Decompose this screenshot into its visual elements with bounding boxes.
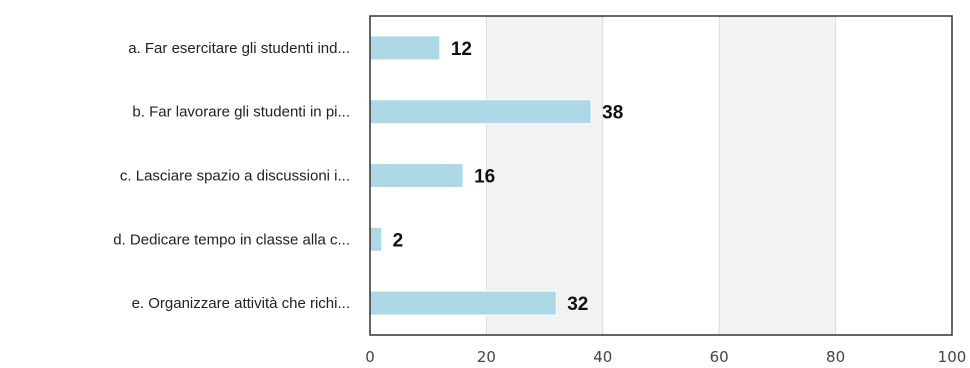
bar xyxy=(369,35,441,61)
value-label: 16 xyxy=(474,167,495,188)
plot-frame xyxy=(369,15,953,336)
category-label: a. Far esercitare gli studenti ind... xyxy=(128,40,350,57)
bar xyxy=(369,163,464,188)
category-label: e. Organizzare attività che richi... xyxy=(132,295,350,312)
x-tick-label: 20 xyxy=(477,348,496,366)
value-label: 38 xyxy=(602,103,623,124)
background-bands xyxy=(486,16,836,335)
category-label: c. Lasciare spazio a discussioni i... xyxy=(120,168,350,185)
x-tick-label: 40 xyxy=(593,348,612,366)
x-tick-label: 100 xyxy=(938,348,967,366)
background-band xyxy=(719,16,836,335)
bar xyxy=(369,99,592,125)
value-label: 32 xyxy=(567,294,588,315)
category-labels: a. Far esercitare gli studenti ind... b. … xyxy=(113,40,350,312)
x-tick-label: 80 xyxy=(826,348,845,366)
x-tick-labels: 0 20 40 60 80 100 xyxy=(365,348,966,366)
background-band xyxy=(486,16,603,335)
value-label: 12 xyxy=(451,39,472,60)
bar xyxy=(369,226,383,252)
bar xyxy=(369,290,557,316)
gridlines xyxy=(485,16,837,335)
bars xyxy=(369,35,592,316)
value-labels: 12 38 16 2 32 xyxy=(393,39,624,315)
category-label: d. Dedicare tempo in classe alla c... xyxy=(113,231,350,248)
category-label: b. Far lavorare gli studenti in pi... xyxy=(132,104,350,121)
x-tick-label: 60 xyxy=(710,348,729,366)
x-tick-label: 0 xyxy=(365,348,375,366)
value-label: 2 xyxy=(393,230,404,251)
